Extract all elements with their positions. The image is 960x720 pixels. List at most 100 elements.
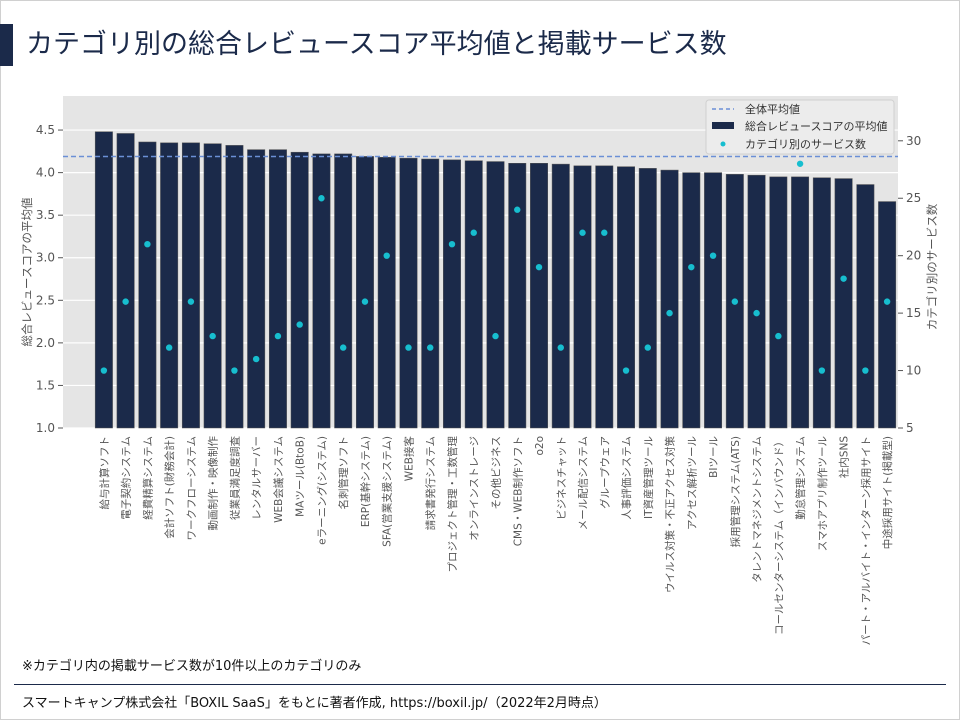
service-count-dot: [448, 240, 456, 248]
x-tick-label: コールセンターシステム（インバウンド）: [773, 436, 785, 635]
service-count-dot: [274, 332, 282, 340]
y-tick-label: 3.0: [36, 251, 55, 265]
page-title: カテゴリ別の総合レビュースコア平均値と掲載サービス数: [26, 29, 727, 60]
bar: [704, 172, 723, 429]
service-count-dot: [427, 344, 434, 351]
x-tick-label: メール配信システム: [578, 436, 590, 530]
y2-tick-label: 25: [906, 191, 921, 205]
y2-tick-label: 15: [906, 306, 921, 320]
x-tick-label: 中途採用サイト(掲載型): [881, 436, 894, 549]
service-count-dot: [557, 344, 564, 351]
legend-mean-label: 全体平均値: [745, 102, 800, 116]
bar: [660, 169, 679, 429]
x-tick-label: 動画制作・映像制作: [207, 436, 220, 531]
bar: [94, 131, 113, 429]
x-tick-label: 給与計算ソフト: [98, 436, 111, 510]
x-tick-label: 名刺管理ソフト: [337, 436, 350, 510]
bar: [377, 157, 396, 429]
bar: [421, 158, 440, 429]
bar: [312, 153, 331, 429]
service-count-dot: [144, 240, 151, 248]
x-tick-label: 社内SNS: [838, 436, 851, 479]
x-tick-label: その他ビジネス: [490, 436, 503, 510]
source-text: スマートキャンプ株式会社「BOXIL SaaS」をもとに著者作成, https:…: [22, 696, 607, 711]
x-tick-label: SFA(営業支援システム): [381, 436, 394, 547]
bar: [682, 172, 701, 429]
service-count-dot: [209, 332, 216, 340]
service-count-dot: [862, 367, 869, 374]
legend-dot-swatch: [720, 141, 726, 147]
x-tick-label: BIツール: [708, 436, 720, 478]
y-tick-label: 4.5: [36, 123, 55, 137]
service-count-dot: [514, 206, 521, 213]
x-tick-label: 電子契約システム: [120, 436, 133, 520]
legend-bar-label: 総合レビュースコアの平均値: [745, 119, 887, 133]
x-tick-label: WEB接客: [402, 436, 415, 482]
x-tick-label: オンラインストレージ: [469, 436, 481, 541]
service-count-dot: [731, 298, 739, 305]
service-count-dot: [688, 263, 695, 271]
bar: [878, 201, 897, 429]
x-tick-label: IT資産管理ツール: [642, 436, 655, 519]
x-tick-label: 採用管理システム(ATS): [729, 436, 742, 547]
service-count-dot: [601, 229, 608, 236]
service-count-dot: [535, 263, 543, 271]
service-count-dot: [296, 321, 303, 328]
x-tick-label: ビジネスチャット: [556, 436, 568, 520]
bar: [290, 151, 309, 429]
x-tick-label: タレントマネジメントシステム: [752, 436, 764, 583]
bar: [443, 159, 461, 429]
y-tick-label: 2.5: [36, 293, 55, 307]
x-tick-label: パート・アルバイト・インターン採用サイト: [859, 436, 872, 645]
x-tick-label: 会計ソフト(財務会計): [163, 436, 176, 539]
x-tick-label: アクセス解析ツール: [685, 436, 698, 530]
x-tick-label: ワークフローシステム: [186, 436, 198, 540]
bar: [225, 145, 244, 429]
service-count-dot: [644, 344, 651, 351]
bar: [530, 163, 548, 429]
service-count-dot: [100, 367, 108, 374]
x-tick-label: グループウェア: [598, 436, 611, 509]
x-tick-label: スマホアプリ制作ツール: [816, 436, 829, 551]
x-tick-label: 従業員満足度調査: [228, 436, 241, 520]
bar: [769, 176, 788, 429]
bar: [464, 160, 483, 429]
y2-tick-label: 10: [906, 364, 921, 378]
service-count-dot: [709, 252, 717, 259]
x-tick-label: レンタルサーバー: [251, 436, 263, 520]
bar: [747, 174, 766, 429]
y-tick-label: 3.5: [36, 208, 55, 222]
service-count-dot: [252, 355, 260, 363]
bar: [508, 163, 527, 429]
bar: [334, 153, 353, 429]
bar: [138, 141, 157, 429]
x-tick-label: CMS・WEB制作ソフト: [511, 436, 524, 546]
bar: [399, 157, 418, 429]
bar: [638, 168, 657, 429]
service-count-dot: [492, 332, 499, 340]
legend-dot-label: カテゴリ別のサービス数: [745, 137, 866, 151]
service-count-dot: [405, 344, 412, 351]
bar: [247, 149, 266, 429]
service-count-dot: [775, 332, 782, 340]
bar: [203, 143, 222, 429]
bar: [160, 142, 179, 429]
y-tick-label: 2.0: [36, 336, 55, 350]
service-count-dot: [318, 195, 325, 202]
service-count-dot: [666, 309, 673, 317]
x-tick-label: MAツール(BtoB): [295, 436, 307, 517]
bar: [617, 166, 635, 429]
y2-tick-label: 5: [906, 421, 914, 435]
divider: [14, 684, 946, 685]
bar: [812, 177, 831, 429]
footnote: ※カテゴリ内の掲載サービス数が10件以上のカテゴリのみ: [22, 659, 362, 674]
bar: [486, 161, 505, 429]
x-tick-label: 請求書発行システム: [424, 436, 437, 530]
bar: [116, 133, 135, 429]
service-count-dot: [840, 275, 847, 282]
x-tick-label: ウイルス対策・不正アクセス対策: [664, 436, 677, 593]
service-count-dot: [165, 344, 173, 351]
service-count-dot: [579, 229, 586, 236]
service-count-dot: [818, 367, 826, 374]
